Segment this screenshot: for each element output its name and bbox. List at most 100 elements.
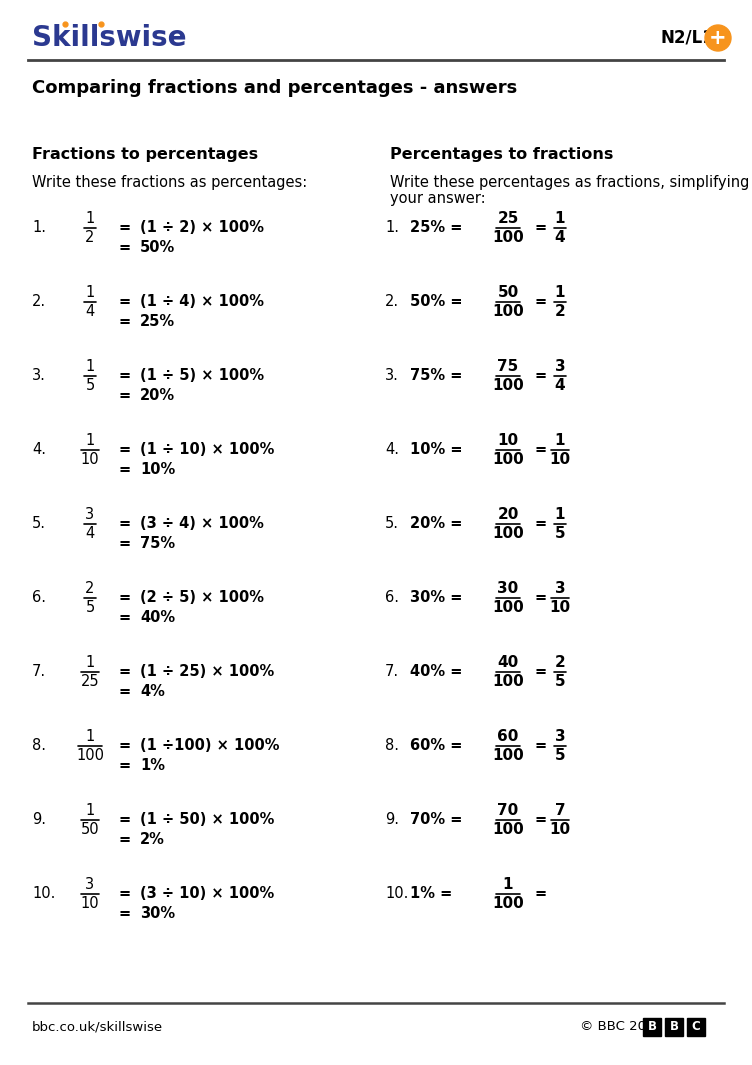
Text: (1 ÷ 10) × 100%: (1 ÷ 10) × 100% <box>140 442 274 458</box>
Text: =: = <box>118 442 130 458</box>
Text: (1 ÷100) × 100%: (1 ÷100) × 100% <box>140 738 280 754</box>
Text: 100: 100 <box>492 822 524 837</box>
Text: =: = <box>118 295 130 310</box>
Text: 7: 7 <box>555 803 566 818</box>
Text: 100: 100 <box>492 600 524 615</box>
Text: 70: 70 <box>497 803 519 818</box>
Text: 4: 4 <box>86 304 95 320</box>
Text: =: = <box>118 462 130 477</box>
Text: (3 ÷ 10) × 100%: (3 ÷ 10) × 100% <box>140 886 274 901</box>
Text: 2%: 2% <box>140 833 165 848</box>
Text: (3 ÷ 4) × 100%: (3 ÷ 4) × 100% <box>140 517 264 531</box>
Text: Skillswise: Skillswise <box>32 24 186 52</box>
Text: 5.: 5. <box>32 517 46 531</box>
Text: (1 ÷ 4) × 100%: (1 ÷ 4) × 100% <box>140 295 264 310</box>
Text: 100: 100 <box>492 896 524 911</box>
Text: =: = <box>535 517 547 531</box>
Text: 3: 3 <box>555 581 566 596</box>
Text: =: = <box>535 442 547 458</box>
Text: 100: 100 <box>76 748 104 763</box>
Text: 20% =: 20% = <box>410 517 462 531</box>
Text: 10: 10 <box>550 822 571 837</box>
Text: 1: 1 <box>555 507 566 522</box>
Text: 9.: 9. <box>385 813 399 828</box>
Text: =: = <box>118 886 130 901</box>
Text: 1% =: 1% = <box>410 886 452 901</box>
Text: 1.: 1. <box>32 220 46 235</box>
Text: 40%: 40% <box>140 610 175 625</box>
Text: 3: 3 <box>555 359 566 374</box>
Text: +: + <box>709 28 727 48</box>
Text: 4: 4 <box>86 526 95 541</box>
Text: 2: 2 <box>85 230 95 245</box>
Text: 40: 40 <box>497 655 519 670</box>
Text: 70% =: 70% = <box>410 813 462 828</box>
Text: =: = <box>118 738 130 754</box>
Text: 1: 1 <box>503 876 514 892</box>
Text: =: = <box>118 389 130 404</box>
Text: =: = <box>118 590 130 606</box>
Text: =: = <box>535 368 547 383</box>
Text: 1: 1 <box>86 359 95 374</box>
Text: 100: 100 <box>492 526 524 541</box>
Text: 100: 100 <box>492 674 524 689</box>
Text: 25: 25 <box>497 211 519 226</box>
Text: 5.: 5. <box>385 517 399 531</box>
Text: B: B <box>647 1020 656 1033</box>
Text: 1%: 1% <box>140 758 165 773</box>
Text: (1 ÷ 2) × 100%: (1 ÷ 2) × 100% <box>140 220 264 235</box>
Text: 50% =: 50% = <box>410 295 462 310</box>
Text: 2.: 2. <box>385 295 399 310</box>
Text: bbc.co.uk/skillswise: bbc.co.uk/skillswise <box>32 1020 163 1033</box>
Text: 10.: 10. <box>385 886 408 901</box>
Text: 2: 2 <box>555 655 566 670</box>
Text: (1 ÷ 5) × 100%: (1 ÷ 5) × 100% <box>140 368 264 383</box>
Text: 4.: 4. <box>385 442 399 458</box>
Text: 5: 5 <box>555 748 566 763</box>
Text: 10.: 10. <box>32 886 56 901</box>
Text: 40% =: 40% = <box>410 665 462 679</box>
Text: 10%: 10% <box>140 462 175 477</box>
Text: 3.: 3. <box>385 368 399 383</box>
Text: N2/L1.3: N2/L1.3 <box>660 29 732 47</box>
Text: C: C <box>692 1020 700 1033</box>
Text: 5: 5 <box>86 600 95 615</box>
Text: Write these fractions as percentages:: Write these fractions as percentages: <box>32 175 308 190</box>
Text: =: = <box>535 220 547 235</box>
Text: 10: 10 <box>80 452 99 466</box>
Text: 30%: 30% <box>140 906 175 921</box>
Text: 5: 5 <box>555 526 566 541</box>
Text: © BBC 2011: © BBC 2011 <box>580 1020 663 1033</box>
Text: 1: 1 <box>555 433 566 448</box>
Text: 1: 1 <box>86 655 95 670</box>
Text: =: = <box>118 685 130 700</box>
Text: (2 ÷ 5) × 100%: (2 ÷ 5) × 100% <box>140 590 264 606</box>
Text: 10: 10 <box>497 433 519 448</box>
Text: 1.: 1. <box>385 220 399 235</box>
Text: 3: 3 <box>86 507 95 522</box>
Text: =: = <box>535 665 547 679</box>
Text: 50: 50 <box>80 822 99 837</box>
Text: 60: 60 <box>497 730 519 744</box>
Text: 10: 10 <box>550 452 571 466</box>
Text: 75: 75 <box>497 359 519 374</box>
Text: Comparing fractions and percentages - answers: Comparing fractions and percentages - an… <box>32 79 517 97</box>
Text: 9.: 9. <box>32 813 46 828</box>
Text: 1: 1 <box>86 803 95 818</box>
Text: =: = <box>535 813 547 828</box>
Text: 10: 10 <box>80 896 99 911</box>
Text: 1: 1 <box>86 433 95 448</box>
Text: =: = <box>118 537 130 552</box>
Text: 50%: 50% <box>140 241 175 256</box>
Text: 2: 2 <box>555 304 566 320</box>
Text: =: = <box>118 220 130 235</box>
Text: Fractions to percentages: Fractions to percentages <box>32 147 258 163</box>
Text: your answer:: your answer: <box>390 191 486 206</box>
Text: =: = <box>535 590 547 606</box>
Text: 100: 100 <box>492 452 524 466</box>
Text: 3.: 3. <box>32 368 46 383</box>
FancyBboxPatch shape <box>665 1018 683 1036</box>
Text: =: = <box>535 886 547 901</box>
Text: 8.: 8. <box>32 738 46 754</box>
Text: 7.: 7. <box>385 665 399 679</box>
